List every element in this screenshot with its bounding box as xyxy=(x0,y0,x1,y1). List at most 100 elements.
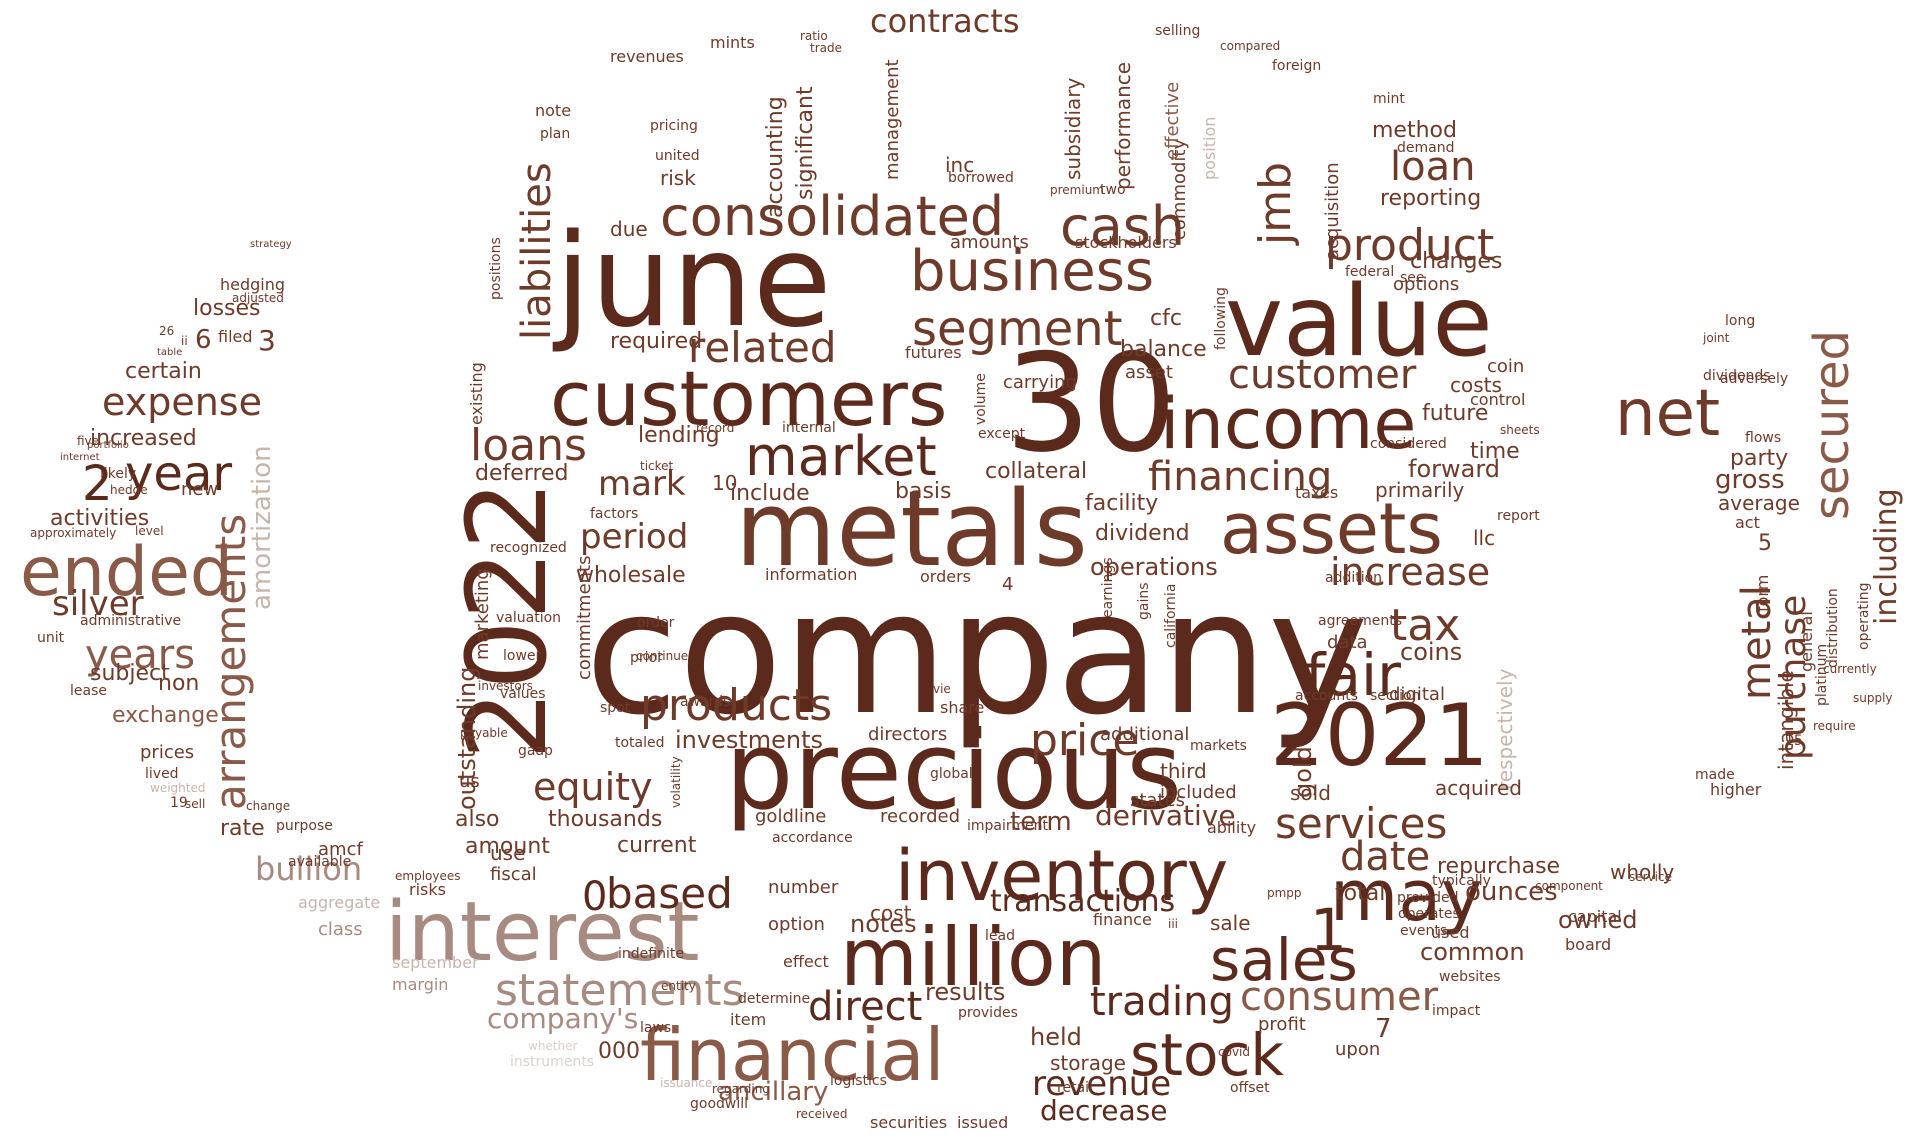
word-expense: expense xyxy=(102,380,262,424)
word-intangible: intangible xyxy=(1774,670,1798,770)
word-except: except xyxy=(978,426,1026,442)
word-goldline: goldline xyxy=(755,806,826,827)
word-ended: ended xyxy=(20,533,233,612)
word-goodwill: goodwill xyxy=(690,1096,748,1112)
word-inventory: inventory xyxy=(895,835,1228,917)
word-date: date xyxy=(1340,834,1430,880)
word-united: united xyxy=(655,148,700,164)
word-subject: subject xyxy=(90,661,170,686)
word-form: form xyxy=(1753,575,1772,612)
word-trade: trade xyxy=(810,41,842,55)
word-commitments: commitments xyxy=(574,556,595,681)
word-spot: spot xyxy=(600,700,631,716)
word-million: million xyxy=(840,911,1106,1004)
word-internet: internet xyxy=(60,452,100,463)
word-item: item xyxy=(730,1010,766,1029)
word-ability: ability xyxy=(1207,818,1256,837)
word-borrowed: borrowed xyxy=(948,170,1014,186)
word-level: level xyxy=(135,524,164,538)
word-volatility: volatility xyxy=(669,756,683,808)
word-coins: coins xyxy=(1400,638,1462,666)
word-19: 19 xyxy=(170,795,188,811)
word-approximately: approximately xyxy=(30,526,116,540)
word-totaled: totaled xyxy=(615,735,665,751)
word-control: control xyxy=(1470,390,1525,409)
word-option: option xyxy=(768,914,825,935)
word-typically: typically xyxy=(1432,873,1491,889)
word-general: general xyxy=(1797,611,1816,672)
word-contracts: contracts xyxy=(870,2,1020,40)
word-dividend: dividend xyxy=(1095,521,1190,546)
word-7: 7 xyxy=(1375,1014,1392,1044)
word-method: method xyxy=(1372,118,1457,143)
word-see: see xyxy=(1400,270,1425,286)
word-current: current xyxy=(617,833,697,858)
word-note: note xyxy=(535,101,571,120)
word-ii: ii xyxy=(181,334,188,348)
word-service: service xyxy=(1629,870,1672,884)
word-third: third xyxy=(1160,759,1207,783)
word-metals: metals xyxy=(735,468,1088,590)
word-logistics: logistics xyxy=(830,1073,887,1089)
word-consumer: consumer xyxy=(1240,974,1439,1020)
word-options: options xyxy=(1393,274,1459,295)
word-costs: costs xyxy=(1450,373,1502,397)
word-bullion: bullion xyxy=(255,850,362,888)
word-two: two xyxy=(1100,182,1126,198)
word-indefinite: indefinite xyxy=(618,946,684,962)
word-precious: precious xyxy=(725,709,1182,834)
word-respectively: respectively xyxy=(1493,668,1517,790)
word-made: made xyxy=(1695,767,1735,783)
word-foreign: foreign xyxy=(1272,58,1321,74)
word-jmb: jmb xyxy=(1250,162,1301,246)
word-company-s: company's xyxy=(487,1002,638,1035)
word-sale: sale xyxy=(1210,911,1251,935)
word-valuation: valuation xyxy=(496,610,561,626)
word-received: received xyxy=(796,1107,847,1121)
word-hedge: hedge xyxy=(110,483,148,497)
word-aggregate: aggregate xyxy=(298,893,380,912)
word-record: record xyxy=(696,421,734,435)
word-us: us xyxy=(459,771,480,792)
word-earnings: earnings xyxy=(1100,557,1116,618)
word-values: values xyxy=(500,686,546,702)
word-board: board xyxy=(1565,935,1611,954)
word-000: 000 xyxy=(598,1039,640,1064)
word-decrease: decrease xyxy=(1040,1094,1168,1127)
word-mint: mint xyxy=(1373,91,1405,107)
word-significant: significant xyxy=(793,86,818,200)
word-1: 1 xyxy=(1310,896,1347,964)
word-segment: segment xyxy=(912,301,1123,357)
word-entity: entity xyxy=(661,979,696,993)
word-recorded: recorded xyxy=(880,806,960,827)
word-revenue: revenue xyxy=(1032,1064,1171,1104)
word-purpose: purpose xyxy=(276,818,333,834)
word-arrangements: arrangements xyxy=(206,514,255,810)
word-statements: statements xyxy=(495,965,744,1016)
word-purchase: purchase xyxy=(1773,595,1814,760)
word-value: value xyxy=(1225,265,1493,379)
word-data: data xyxy=(1327,632,1368,653)
word-investors: investors xyxy=(478,679,533,693)
word-ratio: ratio xyxy=(800,29,828,43)
word-change: change xyxy=(246,799,290,813)
word-joint: joint xyxy=(1702,331,1730,345)
word-issuance: issuance xyxy=(660,1076,712,1090)
word-company: company xyxy=(585,555,1369,753)
word-recognized: recognized xyxy=(490,540,567,556)
word-likely: likely xyxy=(100,466,136,482)
word-marketing: marketing xyxy=(472,568,493,660)
word-premium: premium xyxy=(1050,183,1104,197)
word-results: results xyxy=(925,978,1005,1006)
word-4: 4 xyxy=(1002,574,1013,595)
word-provides: provides xyxy=(958,1005,1018,1021)
word-losses: losses xyxy=(193,296,261,321)
word-upon: upon xyxy=(1335,1039,1380,1060)
word-pmpp: pmpp xyxy=(1267,886,1302,900)
word-table: table xyxy=(157,347,182,358)
word-ounces: ounces xyxy=(1465,877,1558,907)
word-dividends: dividends xyxy=(1703,368,1771,384)
word-common: common xyxy=(1420,938,1525,966)
word-wholly: wholly xyxy=(1610,860,1674,884)
